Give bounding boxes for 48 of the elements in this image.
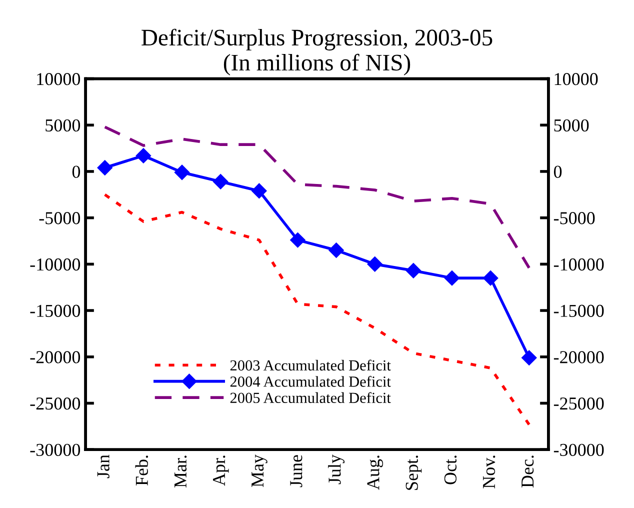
y2-tick-label: 10000 <box>554 72 598 86</box>
x-tick-label: June <box>290 455 302 488</box>
legend-label: 2004 Accumulated Deficit <box>230 376 391 387</box>
point <box>136 148 152 164</box>
point <box>482 270 498 286</box>
point <box>252 183 267 198</box>
y2-tick-label: -10000 <box>554 258 604 271</box>
y-tick-label: -30000 <box>30 444 80 456</box>
x-tick-label: Nov. <box>483 456 496 488</box>
legend-label: 2005 Accumulated Deficit <box>230 392 391 404</box>
point <box>406 263 421 278</box>
y2-tick-label: -15000 <box>554 304 604 317</box>
y-tick-label: 5000 <box>46 119 80 132</box>
y-tick-label: 0 <box>72 166 80 178</box>
point <box>213 174 228 190</box>
x-tick-label: Apr. <box>213 456 229 486</box>
y-tick-label: -20000 <box>30 351 80 364</box>
point <box>522 350 537 366</box>
y-tick-label: -5000 <box>39 212 80 224</box>
y2-tick-label: -20000 <box>554 351 604 364</box>
x-tick-label: Dec. <box>522 456 534 488</box>
y-tick-label: -25000 <box>30 397 80 410</box>
line-series <box>103 193 531 426</box>
y2-tick-label: -30000 <box>554 444 604 456</box>
y-tick-label: 10000 <box>37 72 80 86</box>
x-tick-label: July <box>328 454 344 484</box>
x-tick-label: May <box>252 454 268 488</box>
y2-tick-label: -25000 <box>554 397 604 410</box>
legend-label: 2003 Accumulated Deficit <box>230 360 391 371</box>
point <box>174 164 190 180</box>
x-tick-label: Aug. <box>367 456 384 490</box>
y2-tick-label: 0 <box>554 166 562 178</box>
point <box>444 270 460 286</box>
line-series <box>103 126 531 270</box>
point <box>367 256 382 272</box>
point <box>97 160 112 176</box>
y2-tick-label: 5000 <box>554 119 589 132</box>
y2-tick-label: -5000 <box>554 212 595 224</box>
x-tick-label: Oct. <box>444 456 457 484</box>
x-tick-label: Feb. <box>135 456 148 486</box>
point <box>328 242 344 258</box>
y-tick-label: -10000 <box>30 258 80 271</box>
point <box>290 232 306 248</box>
x-tick-label: Sept. <box>406 456 422 490</box>
x-tick-label: Mar. <box>174 456 187 488</box>
y-tick-label: -15000 <box>30 304 80 317</box>
chart-title: Deficit/Surplus Progression, 2003-05 (In millions of NIS) <box>142 28 492 76</box>
x-tick-label: Jan <box>97 454 110 478</box>
